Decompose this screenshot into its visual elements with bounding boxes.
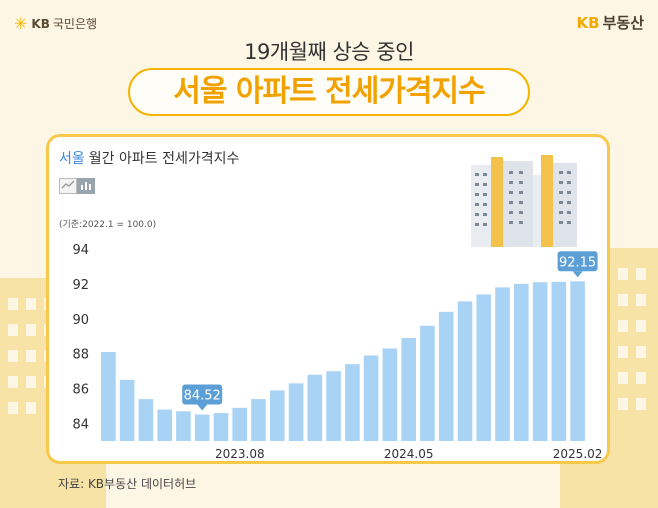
bar-2024.11 xyxy=(514,283,529,441)
y-tick-label: 84 xyxy=(72,418,89,433)
bar-2024.03 xyxy=(363,355,379,441)
bar-2024.01 xyxy=(326,371,341,441)
data-label: 92.15 xyxy=(559,255,596,270)
chart-type-toggle xyxy=(59,178,95,194)
bar-2024.12 xyxy=(532,282,548,441)
bar-2023.09 xyxy=(251,399,266,441)
card-title-rest: 월간 아파트 전세가격지수 xyxy=(88,151,240,167)
data-callout-box xyxy=(182,384,223,405)
card-title-highlight: 서울 xyxy=(59,151,85,167)
bar-2025.01 xyxy=(551,281,567,441)
kb-bank-mark: KB xyxy=(31,16,50,31)
kb-estate-mark: KB xyxy=(576,14,600,32)
bar-2023.08 xyxy=(232,407,247,441)
x-tick-label: 2024.05 xyxy=(384,447,434,461)
headline: 19개월째 상승 중인 xyxy=(244,40,414,64)
bar-2024.09 xyxy=(476,294,491,441)
data-callout-pointer xyxy=(572,271,583,278)
data-callout-box xyxy=(557,251,598,272)
data-callout-pointer xyxy=(197,404,208,411)
kb-bank-logo: ✳ KB 국민은행 xyxy=(14,14,97,33)
jeonse-index-bar-chart: 84 86 88 90 92 94 2023.08 2024.05 2025.02 84.52 92… xyxy=(72,243,603,461)
bar-2023.12 xyxy=(307,374,323,441)
apartment-buildings-illustration xyxy=(471,155,577,247)
y-tick-label: 90 xyxy=(72,313,89,328)
source-note: 자료: KB부동산 데이터허브 xyxy=(58,477,197,491)
bar-2024.05 xyxy=(401,338,416,441)
bar-2024.04 xyxy=(382,348,398,441)
bar-2023.03 xyxy=(138,399,154,441)
kb-bank-name: 국민은행 xyxy=(52,17,98,31)
bar-chart-icon[interactable] xyxy=(77,178,95,194)
kb-star-icon: ✳ xyxy=(14,14,28,33)
bar-2024.10 xyxy=(495,287,510,441)
x-tick-label: 2025.02 xyxy=(553,447,603,461)
y-tick-label: 92 xyxy=(72,278,89,293)
y-tick-label: 86 xyxy=(72,383,89,398)
bar-2023.11 xyxy=(288,383,304,441)
bar-2024.02 xyxy=(345,364,360,441)
bar-2025.02 xyxy=(570,281,585,441)
y-tick-label: 94 xyxy=(72,243,89,258)
chart-card: 서울 월간 아파트 전세가격지수 (기준:2022.1 = 100.0) xyxy=(46,134,610,464)
bar-2023.10 xyxy=(270,390,285,441)
bar-2024.08 xyxy=(457,301,473,441)
bar-2024.07 xyxy=(438,311,454,441)
bar-2023.04 xyxy=(157,409,172,441)
bar-2023.06 xyxy=(194,414,210,441)
kb-estate-logo: KB 부동산 xyxy=(577,12,644,33)
bar-2023.01 xyxy=(101,352,116,441)
bar-2023.07 xyxy=(213,413,229,441)
bar-2023.02 xyxy=(119,379,135,441)
index-basis-note: (기준:2022.1 = 100.0) xyxy=(59,220,157,230)
y-tick-label: 88 xyxy=(72,348,89,363)
x-tick-label: 2023.08 xyxy=(215,447,265,461)
page-title: 서울 아파트 전세가격지수 xyxy=(128,68,530,116)
bar-2024.06 xyxy=(420,325,435,441)
card-title: 서울 월간 아파트 전세가격지수 xyxy=(59,148,239,168)
bar-2023.05 xyxy=(176,411,191,441)
kb-estate-name: 부동산 xyxy=(602,14,644,32)
line-chart-icon[interactable] xyxy=(59,178,77,194)
data-label: 84.52 xyxy=(184,389,221,404)
